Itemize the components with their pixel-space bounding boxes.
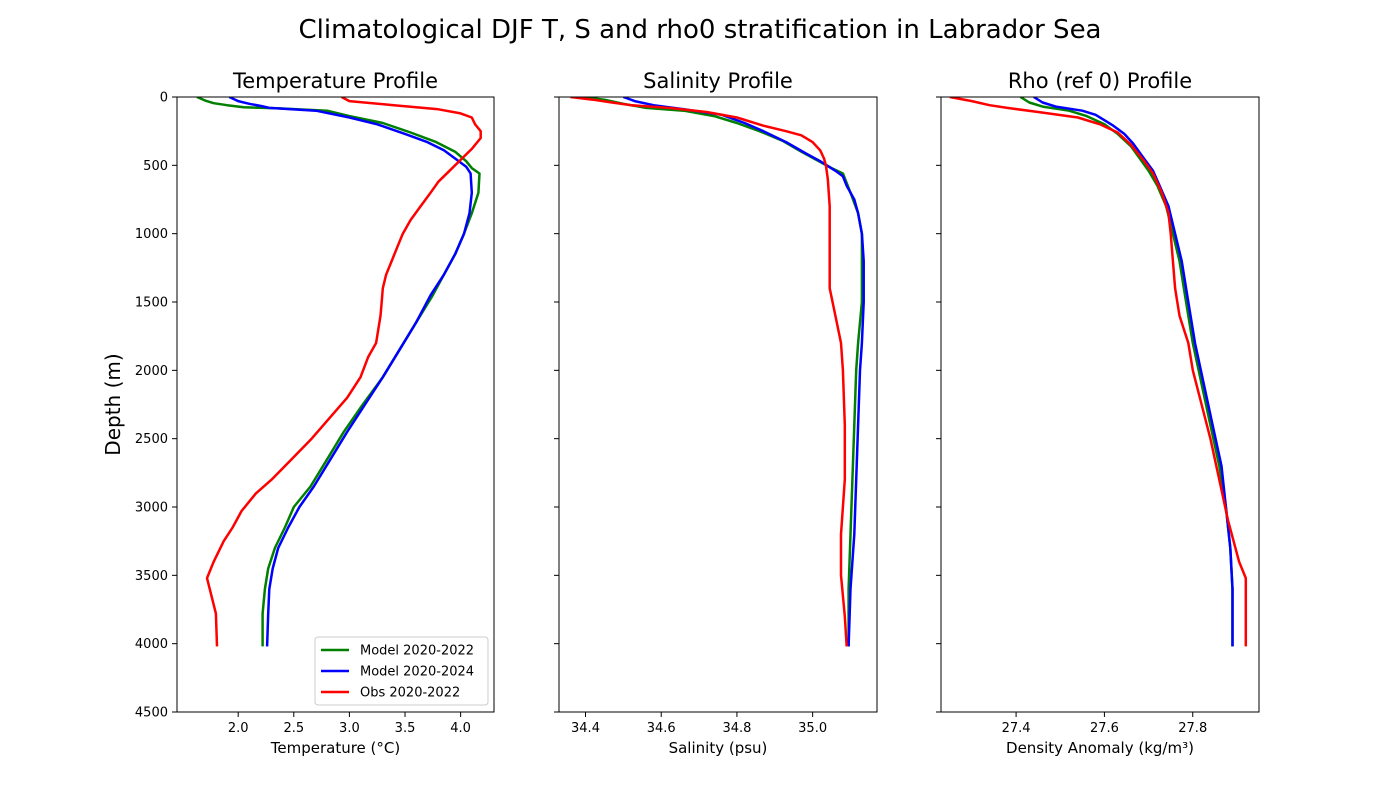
figure-title: Climatological DJF T, S and rho0 stratif… xyxy=(299,15,1102,45)
legend-label: Model 2020-2024 xyxy=(360,665,474,680)
x-tick-label: 2.5 xyxy=(283,721,304,736)
x-tick-label: 27.6 xyxy=(1090,721,1119,736)
density-x-axis-label: Density Anomaly (kg/m³) xyxy=(1006,739,1194,757)
y-tick-label: 4500 xyxy=(135,706,168,721)
y-tick-label: 500 xyxy=(143,159,168,174)
x-tick-label: 27.4 xyxy=(1002,721,1031,736)
salinity-x-axis-label: Salinity (psu) xyxy=(669,739,768,757)
x-tick-label: 34.6 xyxy=(647,721,676,736)
depth-y-axis-label: Depth (m) xyxy=(101,353,125,455)
axes-frame xyxy=(176,96,495,713)
axes-frame xyxy=(558,96,878,713)
x-tick-label: 27.8 xyxy=(1178,721,1207,736)
density-panel: Rho (ref 0) Profile Density Anomaly (kg/… xyxy=(936,69,1260,757)
x-tick-label: 4.0 xyxy=(450,721,471,736)
series-line-obs-2020-2022 xyxy=(570,97,848,647)
x-tick-label: 34.4 xyxy=(571,721,600,736)
y-tick-label: 1000 xyxy=(135,227,168,242)
series-line-obs-2020-2022 xyxy=(949,97,1248,647)
x-tick-label: 3.5 xyxy=(395,721,416,736)
x-tick-label: 3.0 xyxy=(339,721,360,736)
axes-frame xyxy=(940,96,1260,713)
salinity-panel: Salinity Profile Salinity (psu) 34.4 34.6… xyxy=(554,69,878,757)
temperature-panel: Temperature Profile Temperature (°C) Dep… xyxy=(101,69,495,757)
temperature-panel-title: Temperature Profile xyxy=(232,69,438,93)
series-line-model-2020-2022 xyxy=(196,97,481,647)
y-tick-label: 2500 xyxy=(135,432,168,447)
legend-label: Obs 2020-2022 xyxy=(360,686,460,701)
series-line-model-2020-2022 xyxy=(581,97,864,647)
x-tick-label: 35.0 xyxy=(798,721,827,736)
temperature-x-axis-label: Temperature (°C) xyxy=(270,739,400,757)
y-tick-label: 2000 xyxy=(135,364,168,379)
y-tick-label: 4000 xyxy=(135,637,168,652)
legend-label: Model 2020-2022 xyxy=(360,644,474,659)
legend xyxy=(314,636,489,706)
series-line-obs-2020-2022 xyxy=(205,97,482,647)
y-tick-label: 0 xyxy=(160,91,168,106)
y-tick-label: 1500 xyxy=(135,296,168,311)
salinity-panel-title: Salinity Profile xyxy=(643,69,793,93)
y-tick-label: 3500 xyxy=(135,569,168,584)
series-line-model-2020-2024 xyxy=(1033,97,1234,647)
x-tick-label: 2.0 xyxy=(228,721,249,736)
series-line-model-2020-2024 xyxy=(228,97,474,647)
x-tick-label: 34.8 xyxy=(722,721,751,736)
y-tick-label: 3000 xyxy=(135,501,168,516)
density-panel-title: Rho (ref 0) Profile xyxy=(1008,69,1192,93)
